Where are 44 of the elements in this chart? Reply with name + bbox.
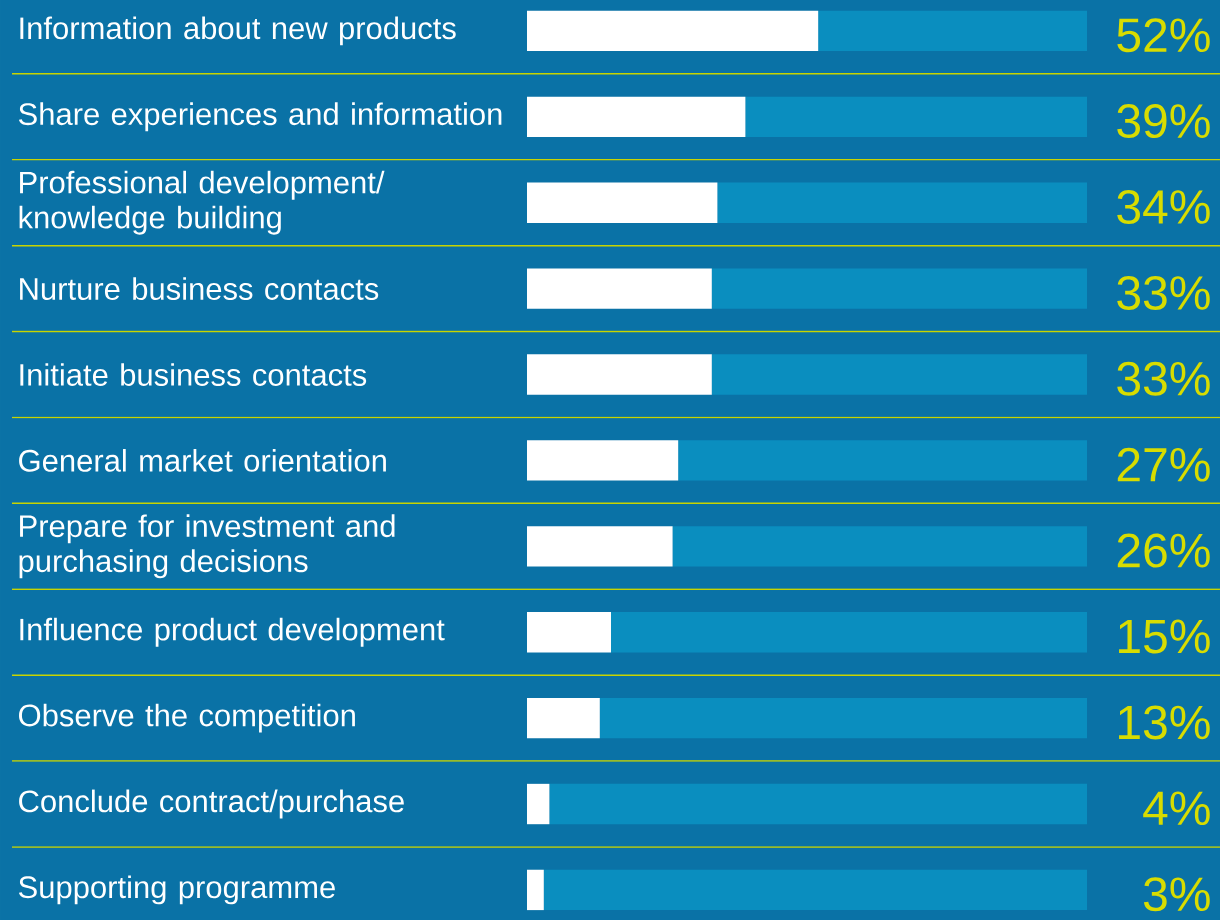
bar bbox=[527, 96, 746, 138]
bar bbox=[672, 526, 1087, 567]
bar bbox=[527, 612, 611, 653]
y-tick-label: Initiate business contacts bbox=[20, 363, 367, 386]
data-label: 4% bbox=[1143, 791, 1210, 826]
bar bbox=[678, 440, 1087, 481]
y-tick-label: Supporting programme bbox=[18, 875, 335, 905]
bar bbox=[527, 526, 673, 567]
data-label: 33% bbox=[1117, 361, 1210, 396]
bar bbox=[711, 268, 1087, 309]
bar bbox=[527, 268, 712, 309]
data-label: 3% bbox=[1143, 877, 1210, 912]
data-label: 15% bbox=[1119, 619, 1210, 654]
data-label: 39% bbox=[1117, 104, 1210, 139]
y-tick-label: Share experiences and information bbox=[18, 102, 502, 132]
bar bbox=[527, 697, 600, 739]
y-tick-label: Professional development/ knowledge building bbox=[19, 170, 385, 235]
bar bbox=[527, 783, 550, 825]
y-tick-label: Observe the competition bbox=[19, 703, 355, 733]
y-tick-label: Influence product development bbox=[20, 617, 445, 647]
bar bbox=[611, 612, 1087, 653]
bar bbox=[543, 869, 1087, 911]
y-tick-label: Prepare for investment and purchasing decisions bbox=[19, 514, 395, 579]
bar bbox=[527, 182, 718, 223]
y-tick-label: Conclude contract/purchase bbox=[19, 789, 404, 819]
bar bbox=[527, 10, 819, 52]
data-label: 52% bbox=[1117, 18, 1210, 53]
bar bbox=[745, 96, 1087, 138]
data-label: 27% bbox=[1117, 447, 1210, 482]
y-tick-label: General market orientation bbox=[19, 449, 386, 472]
bar bbox=[527, 440, 679, 481]
data-label: 13% bbox=[1119, 705, 1210, 740]
data-label: 26% bbox=[1117, 533, 1210, 568]
data-label: 33% bbox=[1117, 275, 1210, 310]
bar bbox=[717, 182, 1087, 223]
bar bbox=[527, 869, 544, 911]
y-tick-label: Information about new products bbox=[20, 16, 456, 46]
bar bbox=[711, 354, 1087, 395]
data-label: 34% bbox=[1117, 190, 1210, 225]
bar bbox=[527, 354, 712, 395]
bar bbox=[599, 697, 1087, 739]
y-tick-label: Nurture business contacts bbox=[20, 277, 379, 300]
bar bbox=[818, 10, 1087, 52]
bar bbox=[549, 783, 1087, 825]
